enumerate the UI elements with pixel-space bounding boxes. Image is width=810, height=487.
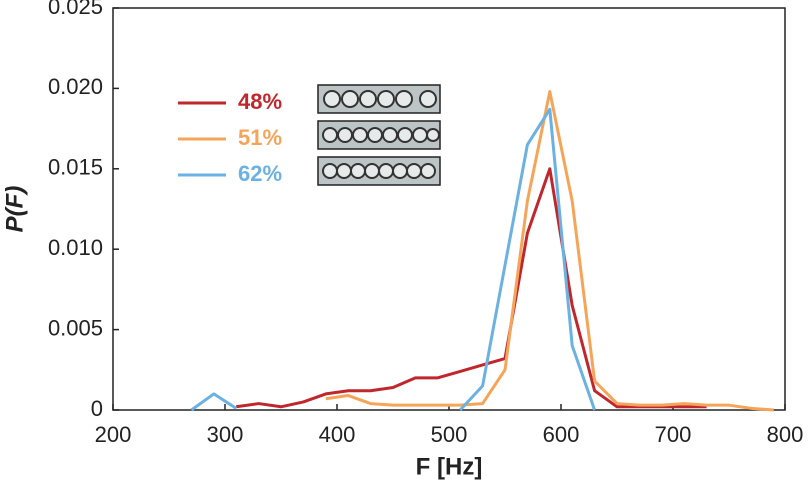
y-axis-label: P(F) — [1, 186, 28, 233]
series-line — [325, 90, 774, 412]
legend-label: 51% — [238, 125, 282, 150]
x-tick-label: 700 — [655, 422, 692, 447]
y-tick-label: 0.005 — [48, 315, 103, 340]
x-tick-label: 200 — [95, 422, 132, 447]
legend-label: 62% — [238, 161, 282, 186]
x-tick-label: 300 — [207, 422, 244, 447]
x-tick-label: 800 — [767, 422, 804, 447]
y-tick-label: 0 — [91, 396, 103, 421]
y-tick-label: 0.020 — [48, 74, 103, 99]
legend-label: 48% — [238, 89, 282, 114]
x-tick-label: 500 — [431, 422, 468, 447]
x-axis-label: F [Hz] — [416, 453, 483, 480]
series-line — [190, 107, 597, 412]
plot-frame — [112, 7, 786, 411]
y-tick-label: 0.025 — [48, 0, 103, 19]
x-tick-label: 400 — [319, 422, 356, 447]
y-tick-label: 0.015 — [48, 155, 103, 180]
series-line — [235, 167, 707, 409]
x-tick-label: 600 — [543, 422, 580, 447]
legend-images — [317, 84, 441, 186]
y-tick-label: 0.010 — [48, 235, 103, 260]
